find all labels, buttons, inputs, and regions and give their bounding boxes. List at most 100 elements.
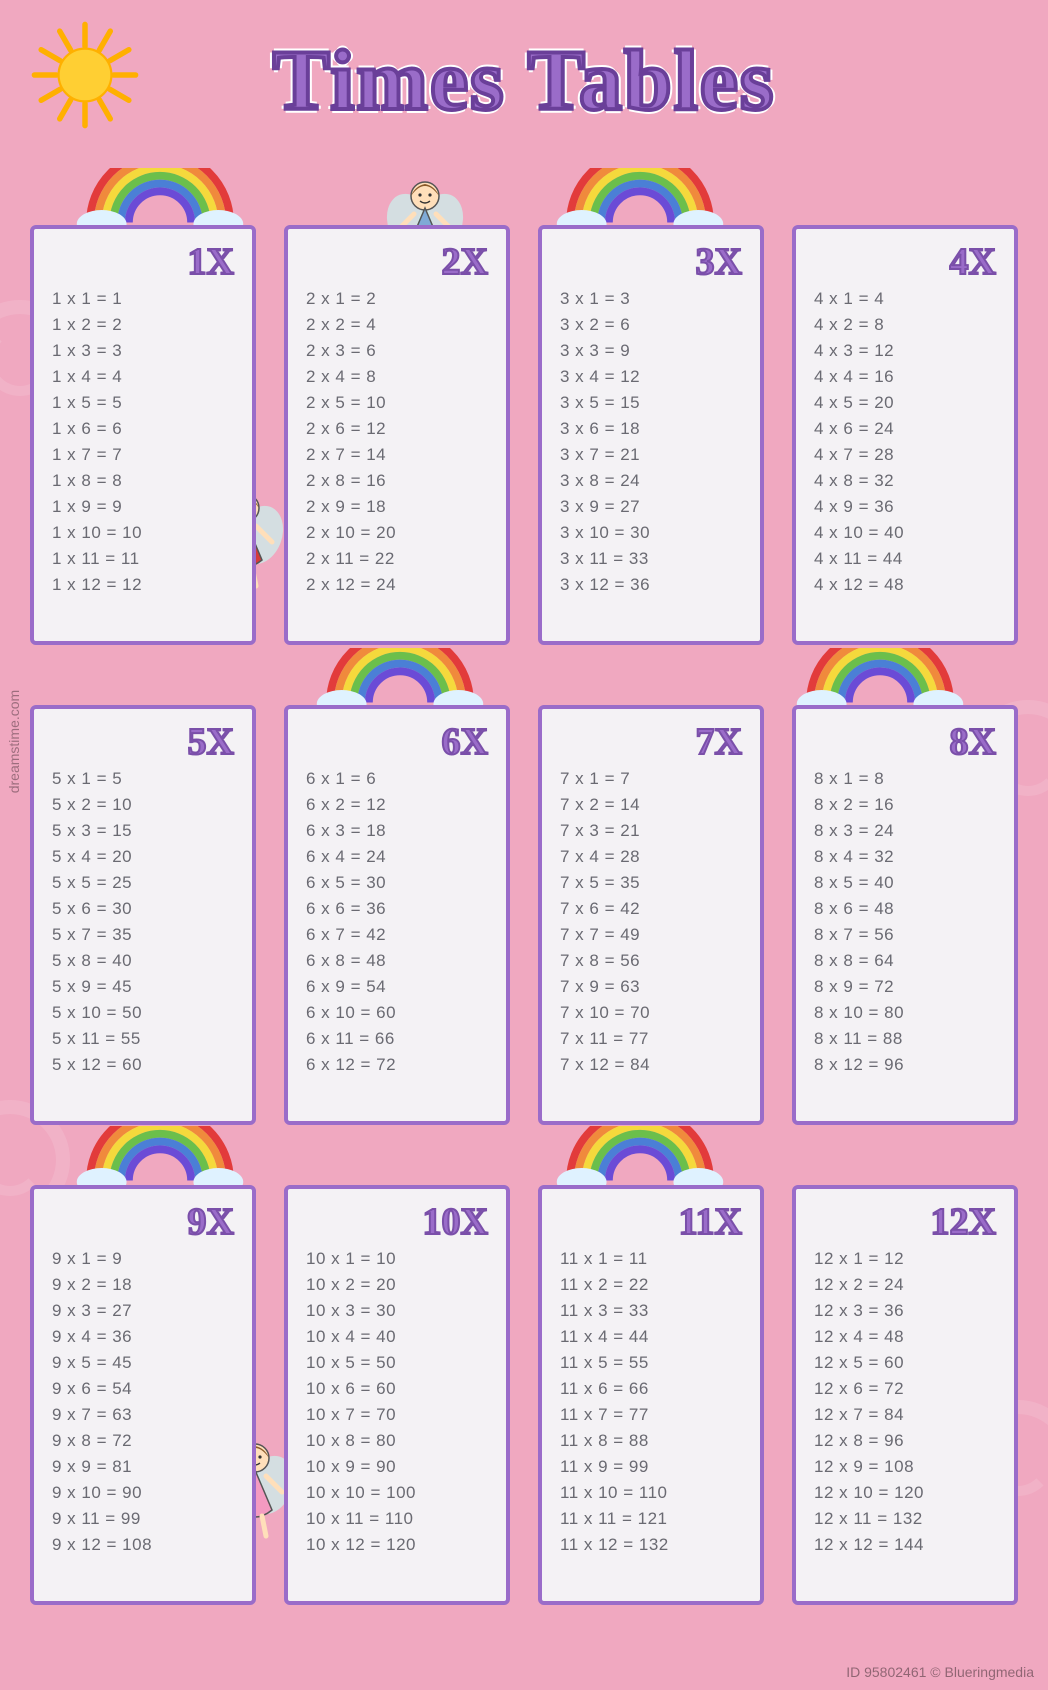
table-row: 1 x 4 = 4 [52, 367, 234, 387]
table-header: 9X [52, 1203, 234, 1241]
table-row: 6 x 10 = 60 [306, 1003, 488, 1023]
table-row: 7 x 3 = 21 [560, 821, 742, 841]
table-row: 2 x 9 = 18 [306, 497, 488, 517]
table-row: 7 x 4 = 28 [560, 847, 742, 867]
table-row: 11 x 12 = 132 [560, 1535, 742, 1555]
table-row: 7 x 1 = 7 [560, 769, 742, 789]
table-card-4: 4X4 x 1 = 44 x 2 = 84 x 3 = 124 x 4 = 16… [792, 225, 1018, 645]
table-row: 8 x 11 = 88 [814, 1029, 996, 1049]
table-row: 8 x 8 = 64 [814, 951, 996, 971]
table-row: 10 x 2 = 20 [306, 1275, 488, 1295]
table-row: 9 x 7 = 63 [52, 1405, 234, 1425]
table-row: 7 x 11 = 77 [560, 1029, 742, 1049]
table-row: 12 x 10 = 120 [814, 1483, 996, 1503]
table-card-10: 10X10 x 1 = 1010 x 2 = 2010 x 3 = 3010 x… [284, 1185, 510, 1605]
table-rows: 6 x 1 = 66 x 2 = 126 x 3 = 186 x 4 = 246… [306, 769, 488, 1103]
table-row: 6 x 1 = 6 [306, 769, 488, 789]
table-row: 10 x 8 = 80 [306, 1431, 488, 1451]
table-row: 3 x 11 = 33 [560, 549, 742, 569]
table-row: 3 x 12 = 36 [560, 575, 742, 595]
table-row: 3 x 3 = 9 [560, 341, 742, 361]
table-row: 5 x 9 = 45 [52, 977, 234, 997]
table-rows: 8 x 1 = 88 x 2 = 168 x 3 = 248 x 4 = 328… [814, 769, 996, 1103]
table-row: 6 x 4 = 24 [306, 847, 488, 867]
table-row: 6 x 11 = 66 [306, 1029, 488, 1049]
table-row: 8 x 4 = 32 [814, 847, 996, 867]
table-row: 6 x 12 = 72 [306, 1055, 488, 1075]
table-row: 10 x 1 = 10 [306, 1249, 488, 1269]
table-row: 7 x 6 = 42 [560, 899, 742, 919]
table-row: 1 x 12 = 12 [52, 575, 234, 595]
table-row: 7 x 8 = 56 [560, 951, 742, 971]
table-row: 3 x 5 = 15 [560, 393, 742, 413]
table-header: 12X [814, 1203, 996, 1241]
table-row: 4 x 3 = 12 [814, 341, 996, 361]
table-row: 4 x 9 = 36 [814, 497, 996, 517]
table-row: 10 x 4 = 40 [306, 1327, 488, 1347]
table-row: 2 x 5 = 10 [306, 393, 488, 413]
table-row: 8 x 5 = 40 [814, 873, 996, 893]
table-row: 5 x 6 = 30 [52, 899, 234, 919]
table-row: 6 x 9 = 54 [306, 977, 488, 997]
table-rows: 2 x 1 = 22 x 2 = 42 x 3 = 62 x 4 = 82 x … [306, 289, 488, 623]
table-row: 1 x 8 = 8 [52, 471, 234, 491]
table-row: 1 x 5 = 5 [52, 393, 234, 413]
table-rows: 5 x 1 = 55 x 2 = 105 x 3 = 155 x 4 = 205… [52, 769, 234, 1103]
page-title: Times Tables [0, 30, 1048, 130]
table-row: 3 x 2 = 6 [560, 315, 742, 335]
table-row: 2 x 12 = 24 [306, 575, 488, 595]
table-row: 2 x 2 = 4 [306, 315, 488, 335]
table-header: 2X [306, 243, 488, 281]
table-row: 11 x 5 = 55 [560, 1353, 742, 1373]
table-row: 11 x 11 = 121 [560, 1509, 742, 1529]
table-row: 5 x 5 = 25 [52, 873, 234, 893]
table-row: 5 x 3 = 15 [52, 821, 234, 841]
table-card-9: 9X9 x 1 = 99 x 2 = 189 x 3 = 279 x 4 = 3… [30, 1185, 256, 1605]
table-row: 6 x 8 = 48 [306, 951, 488, 971]
table-row: 4 x 5 = 20 [814, 393, 996, 413]
table-row: 10 x 6 = 60 [306, 1379, 488, 1399]
table-row: 8 x 6 = 48 [814, 899, 996, 919]
table-row: 11 x 9 = 99 [560, 1457, 742, 1477]
table-row: 10 x 5 = 50 [306, 1353, 488, 1373]
table-row: 12 x 8 = 96 [814, 1431, 996, 1451]
table-row: 6 x 5 = 30 [306, 873, 488, 893]
table-row: 5 x 11 = 55 [52, 1029, 234, 1049]
table-row: 11 x 7 = 77 [560, 1405, 742, 1425]
table-header: 8X [814, 723, 996, 761]
table-row: 4 x 1 = 4 [814, 289, 996, 309]
table-row: 4 x 6 = 24 [814, 419, 996, 439]
table-row: 6 x 7 = 42 [306, 925, 488, 945]
table-row: 6 x 6 = 36 [306, 899, 488, 919]
table-card-11: 11X11 x 1 = 1111 x 2 = 2211 x 3 = 3311 x… [538, 1185, 764, 1605]
table-row: 1 x 10 = 10 [52, 523, 234, 543]
table-row: 9 x 11 = 99 [52, 1509, 234, 1529]
table-row: 8 x 2 = 16 [814, 795, 996, 815]
table-header: 6X [306, 723, 488, 761]
table-row: 6 x 2 = 12 [306, 795, 488, 815]
table-row: 4 x 4 = 16 [814, 367, 996, 387]
table-row: 11 x 6 = 66 [560, 1379, 742, 1399]
table-card-7: 7X7 x 1 = 77 x 2 = 147 x 3 = 217 x 4 = 2… [538, 705, 764, 1125]
table-row: 1 x 1 = 1 [52, 289, 234, 309]
table-card-12: 12X12 x 1 = 1212 x 2 = 2412 x 3 = 3612 x… [792, 1185, 1018, 1605]
table-row: 12 x 7 = 84 [814, 1405, 996, 1425]
table-row: 9 x 5 = 45 [52, 1353, 234, 1373]
table-row: 9 x 2 = 18 [52, 1275, 234, 1295]
table-row: 11 x 2 = 22 [560, 1275, 742, 1295]
table-rows: 3 x 1 = 33 x 2 = 63 x 3 = 93 x 4 = 123 x… [560, 289, 742, 623]
table-row: 1 x 11 = 11 [52, 549, 234, 569]
table-header: 4X [814, 243, 996, 281]
table-row: 3 x 1 = 3 [560, 289, 742, 309]
table-row: 10 x 7 = 70 [306, 1405, 488, 1425]
table-row: 5 x 1 = 5 [52, 769, 234, 789]
table-row: 2 x 4 = 8 [306, 367, 488, 387]
table-row: 7 x 2 = 14 [560, 795, 742, 815]
table-card-1: 1X1 x 1 = 11 x 2 = 21 x 3 = 31 x 4 = 41 … [30, 225, 256, 645]
table-row: 9 x 12 = 108 [52, 1535, 234, 1555]
table-row: 8 x 3 = 24 [814, 821, 996, 841]
table-row: 7 x 12 = 84 [560, 1055, 742, 1075]
table-row: 2 x 6 = 12 [306, 419, 488, 439]
table-row: 2 x 1 = 2 [306, 289, 488, 309]
table-row: 8 x 12 = 96 [814, 1055, 996, 1075]
